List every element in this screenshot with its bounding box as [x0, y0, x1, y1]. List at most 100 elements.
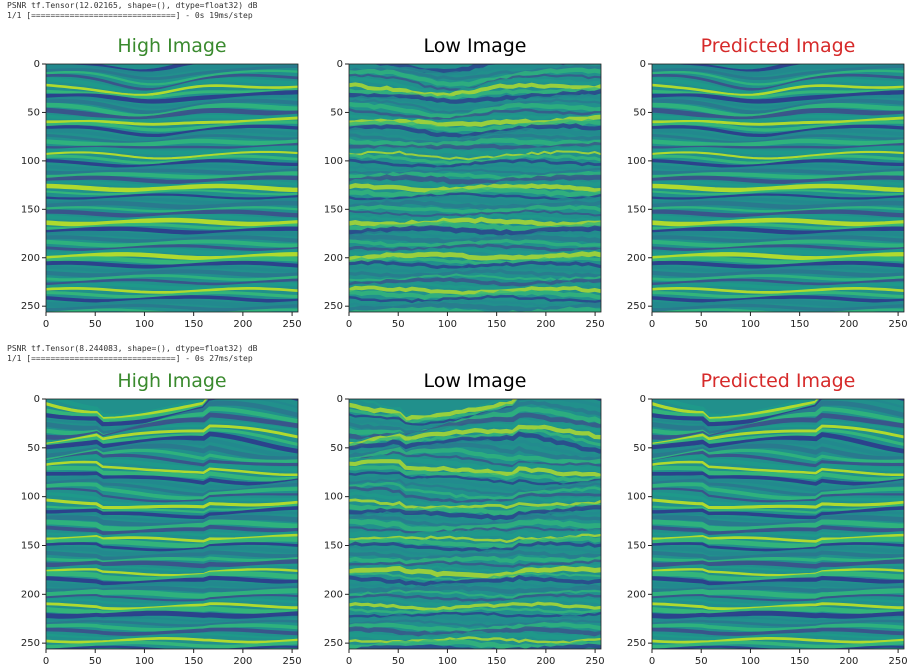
- layer: [652, 471, 904, 486]
- layer: [349, 256, 601, 266]
- layer: [46, 244, 298, 252]
- layer: [652, 107, 904, 122]
- layer: [652, 265, 904, 273]
- layer: [652, 303, 904, 312]
- x-tick-label: 150: [790, 656, 809, 667]
- layer: [46, 533, 298, 543]
- console-line: PSNR tf.Tensor(12.02165, shape=(), dtype…: [7, 1, 258, 10]
- layer: [652, 213, 904, 222]
- layer: [46, 98, 298, 115]
- layer: [349, 574, 601, 587]
- layer: [46, 256, 298, 265]
- x-tick-label: 200: [839, 656, 858, 667]
- x-tick-label: 100: [135, 319, 154, 330]
- layer: [652, 633, 904, 640]
- layer: [652, 158, 904, 169]
- layer: [652, 278, 904, 286]
- layer: [46, 222, 298, 230]
- layer: [46, 295, 298, 303]
- layer: [652, 230, 904, 240]
- y-tick-label: 200: [627, 253, 646, 264]
- layer: [652, 64, 904, 77]
- layer: [349, 471, 601, 487]
- layer: [349, 559, 601, 568]
- layer: [652, 69, 904, 86]
- layer: [46, 180, 298, 188]
- panel-title: Low Image: [424, 370, 527, 392]
- layer: [652, 550, 904, 561]
- layer: [46, 598, 298, 606]
- layer: [349, 277, 601, 287]
- layer: [46, 64, 298, 77]
- layer: [349, 481, 601, 500]
- y-tick-label: 50: [633, 107, 646, 118]
- layer: [652, 260, 904, 269]
- layer: [46, 94, 298, 109]
- layer: [652, 542, 904, 552]
- x-tick-label: 0: [346, 319, 352, 330]
- layer: [46, 437, 298, 458]
- layer: [652, 77, 904, 96]
- layer: [652, 200, 904, 210]
- layer: [46, 588, 298, 599]
- x-tick-label: 0: [43, 656, 49, 667]
- layer: [652, 594, 904, 602]
- layer: [46, 640, 298, 649]
- layer: [46, 303, 298, 312]
- layer: [46, 265, 298, 273]
- layer: [46, 168, 298, 175]
- y-tick-label: 250: [324, 301, 343, 312]
- layer: [46, 128, 298, 142]
- layer: [46, 213, 298, 222]
- layer: [652, 120, 904, 132]
- layer: [46, 113, 298, 123]
- layer: [652, 557, 904, 564]
- x-tick-label: 100: [438, 319, 457, 330]
- y-tick-label: 100: [324, 492, 343, 503]
- layer: [652, 443, 904, 461]
- axes-frame: [45, 63, 299, 313]
- layer: [46, 120, 298, 132]
- layer: [652, 98, 904, 115]
- layer: [46, 491, 298, 507]
- panel-title: High Image: [117, 35, 226, 57]
- layer: [652, 206, 904, 213]
- layer: [652, 623, 904, 632]
- layer: [349, 503, 601, 516]
- layer: [652, 478, 904, 497]
- layer: [652, 217, 904, 227]
- layer: [652, 83, 904, 97]
- axes-frame: [651, 398, 905, 650]
- layer: [652, 568, 904, 577]
- y-tick-label: 200: [21, 589, 40, 600]
- layer: [652, 438, 904, 458]
- layer: [46, 298, 298, 308]
- layer: [349, 510, 601, 524]
- layer: [46, 291, 298, 299]
- layer: [652, 308, 904, 312]
- layer: [349, 133, 601, 146]
- layer: [349, 555, 601, 566]
- x-tick-label: 50: [392, 319, 405, 330]
- layer: [349, 199, 601, 210]
- layer: [46, 487, 298, 503]
- y-tick-label: 150: [324, 204, 343, 215]
- layer: [46, 260, 298, 269]
- y-tick-label: 0: [34, 59, 40, 70]
- layer: [46, 230, 298, 240]
- layer: [652, 150, 904, 160]
- layer: [349, 606, 601, 615]
- layer: [349, 67, 601, 87]
- layer: [46, 498, 298, 510]
- y-tick-label: 100: [324, 156, 343, 167]
- layer: [652, 239, 904, 248]
- layer: [652, 247, 904, 257]
- layer: [652, 571, 904, 582]
- y-tick-label: 50: [27, 443, 40, 454]
- layer: [46, 475, 298, 492]
- layer: [652, 475, 904, 493]
- layer: [349, 164, 601, 172]
